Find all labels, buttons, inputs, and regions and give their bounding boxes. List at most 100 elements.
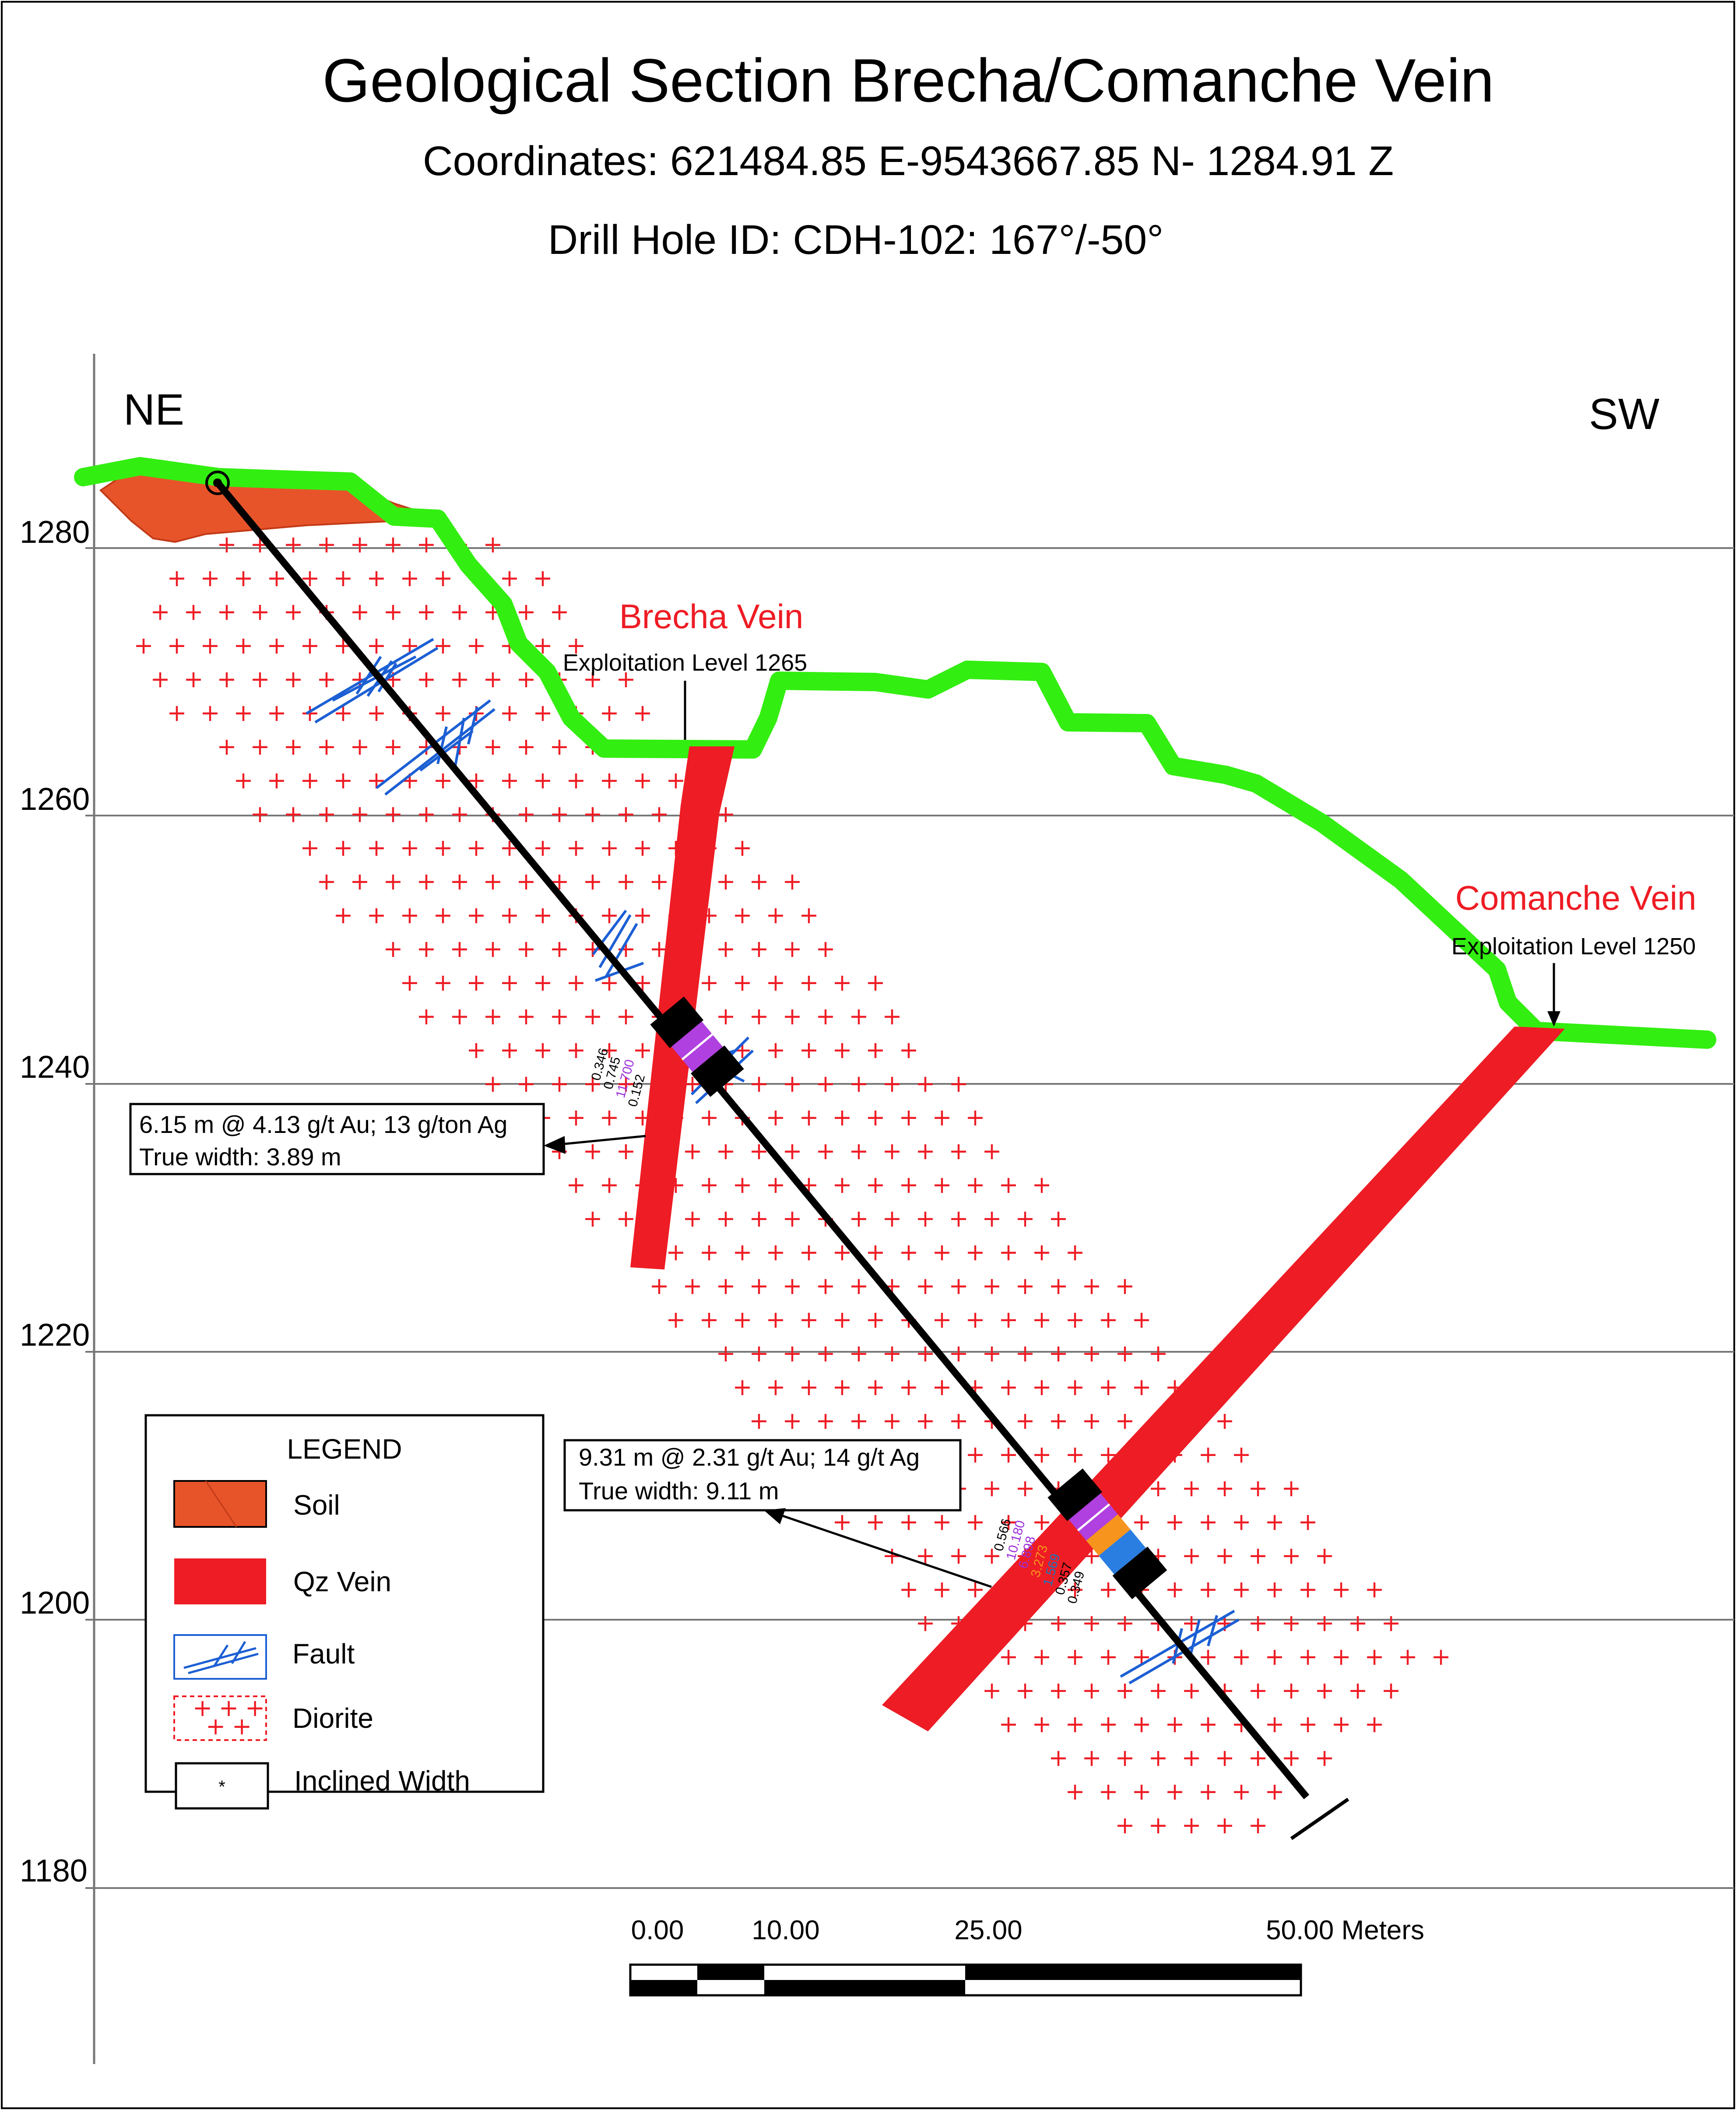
diorite-cross: + bbox=[1265, 1643, 1284, 1670]
diorite-cross: + bbox=[616, 1002, 636, 1030]
diorite-cross: + bbox=[516, 1070, 536, 1097]
diorite-cross: + bbox=[1265, 1575, 1284, 1603]
diorite-cross: + bbox=[1165, 1575, 1184, 1603]
diorite-cross: + bbox=[549, 1002, 569, 1030]
diorite-cross: + bbox=[1198, 1710, 1218, 1738]
diorite-cross: + bbox=[450, 665, 469, 693]
diorite-cross: + bbox=[682, 1272, 702, 1300]
diorite-cross: + bbox=[932, 1575, 952, 1603]
diorite-cross: + bbox=[217, 665, 236, 693]
diorite-cross: + bbox=[1181, 1811, 1201, 1839]
diorite-cross: + bbox=[1231, 1441, 1251, 1468]
diorite-cross: + bbox=[549, 733, 569, 760]
topography-line bbox=[74, 457, 1716, 1049]
diorite-cross: + bbox=[549, 598, 569, 626]
diorite-cross: + bbox=[666, 767, 685, 794]
diorite-cross: + bbox=[766, 901, 785, 929]
fault-symbols bbox=[306, 638, 1240, 1684]
diorite-cross: + bbox=[633, 834, 652, 862]
diorite-cross: + bbox=[333, 564, 353, 592]
diorite-cross: + bbox=[1115, 1272, 1135, 1300]
diorite-cross: + bbox=[749, 868, 769, 895]
diorite-cross: + bbox=[217, 598, 236, 626]
diorite-cross: + bbox=[333, 699, 353, 727]
coordinates-text: Coordinates: 621484.85 E-9543667.85 N- 1… bbox=[423, 138, 1394, 184]
diorite-cross: + bbox=[849, 1272, 868, 1300]
diorite-cross: + bbox=[965, 1441, 985, 1468]
diorite-cross: + bbox=[366, 834, 386, 862]
diorite-cross: + bbox=[616, 1137, 636, 1165]
diorite-cross: + bbox=[200, 699, 220, 727]
diorite-cross: + bbox=[882, 1070, 902, 1097]
diorite-cross: + bbox=[200, 564, 220, 592]
diorite-cross: + bbox=[965, 1238, 985, 1266]
brecha-level-label: Exploitation Level 1265 bbox=[563, 650, 807, 676]
diorite-cross: + bbox=[450, 1002, 469, 1030]
diorite-cross: + bbox=[433, 564, 453, 592]
diorite-cross: + bbox=[915, 1070, 935, 1097]
diorite-cross: + bbox=[616, 868, 636, 895]
diorite-cross: + bbox=[499, 699, 519, 727]
diorite-cross: + bbox=[599, 1036, 619, 1064]
diorite-cross: + bbox=[333, 767, 353, 794]
diorite-cross: + bbox=[1082, 1744, 1101, 1772]
diorite-cross: + bbox=[416, 935, 436, 963]
diorite-cross: + bbox=[915, 1407, 935, 1435]
drill-hole-end-tick bbox=[1290, 1797, 1349, 1840]
diorite-cross: + bbox=[1132, 1306, 1151, 1333]
diorite-cross: + bbox=[150, 598, 170, 626]
diorite-cross: + bbox=[1231, 1643, 1251, 1670]
diorite-cross: + bbox=[949, 1137, 968, 1165]
diorite-cross: + bbox=[450, 800, 469, 828]
svg-text:1220: 1220 bbox=[20, 1318, 90, 1353]
diorite-cross: + bbox=[267, 767, 286, 794]
legend-qz-vein-label: Qz Vein bbox=[293, 1566, 391, 1597]
diorite-cross: + bbox=[1248, 1677, 1268, 1704]
diorite-cross: + bbox=[1015, 1272, 1035, 1300]
diorite-cross: + bbox=[766, 1373, 785, 1401]
diorite-cross: + bbox=[1181, 1542, 1201, 1569]
diorite-cross: + bbox=[283, 531, 303, 558]
diorite-cross: + bbox=[749, 1205, 769, 1232]
diorite-cross: + bbox=[499, 767, 519, 794]
diorite-cross: + bbox=[749, 1340, 769, 1367]
diorite-cross: + bbox=[566, 767, 586, 794]
legend-diorite-label: Diorite bbox=[292, 1702, 373, 1734]
svg-text:True width: 9.11 m: True width: 9.11 m bbox=[579, 1477, 779, 1505]
diorite-cross: + bbox=[483, 531, 503, 558]
diorite-cross: + bbox=[1032, 1643, 1051, 1670]
diorite-cross: + bbox=[450, 598, 469, 626]
diorite-cross: + bbox=[416, 665, 436, 693]
diorite-cross: + bbox=[1015, 1677, 1035, 1704]
diorite-cross: + bbox=[549, 1070, 569, 1097]
diorite-cross: + bbox=[1132, 1778, 1151, 1805]
diorite-cross: + bbox=[682, 1205, 702, 1232]
diorite-cross: + bbox=[516, 733, 536, 760]
svg-text:+: + bbox=[206, 1713, 225, 1740]
diorite-cross: + bbox=[1281, 1609, 1301, 1637]
diorite-cross: + bbox=[134, 632, 153, 659]
diorite-cross: + bbox=[366, 632, 386, 659]
diorite-cross: + bbox=[499, 564, 519, 592]
diorite-cross: + bbox=[699, 1238, 719, 1266]
diorite-cross: + bbox=[599, 767, 619, 794]
diorite-cross: + bbox=[732, 969, 752, 996]
diorite-cross: + bbox=[183, 598, 203, 626]
diorite-cross: + bbox=[1082, 1677, 1101, 1704]
diorite-cross: + bbox=[233, 767, 253, 794]
diorite-cross: + bbox=[1198, 1441, 1218, 1468]
diorite-cross: + bbox=[799, 1373, 819, 1401]
diorite-cross: + bbox=[882, 1137, 902, 1165]
diorite-cross: + bbox=[366, 901, 386, 929]
diorite-cross: + bbox=[1098, 1643, 1118, 1670]
diorite-cross: + bbox=[649, 1272, 669, 1300]
elevation-labels: 1280 1260 1240 1220 1200 1180 bbox=[20, 515, 90, 1888]
diorite-cross: + bbox=[965, 1508, 985, 1536]
diorite-cross: + bbox=[167, 564, 186, 592]
diorite-cross: + bbox=[400, 564, 419, 592]
diorite-cross: + bbox=[433, 969, 453, 996]
legend-qz-vein-swatch bbox=[174, 1558, 266, 1604]
diorite-cross: + bbox=[899, 1508, 918, 1536]
section-title: Geological Section Brecha/Comanche Vein bbox=[322, 46, 1494, 115]
diorite-cross: + bbox=[998, 1710, 1018, 1738]
